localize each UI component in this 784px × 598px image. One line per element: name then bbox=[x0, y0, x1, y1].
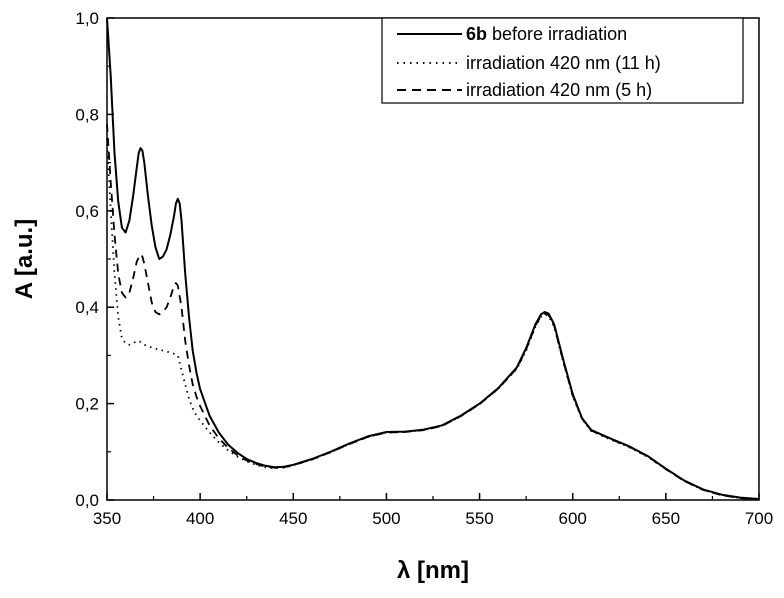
y-tick-label: 0,6 bbox=[75, 202, 99, 221]
series-line-dotted bbox=[106, 138, 760, 501]
legend-box bbox=[381, 17, 744, 104]
x-tick-label: 350 bbox=[93, 509, 121, 528]
x-tick-label: 650 bbox=[652, 509, 680, 528]
series-layer bbox=[106, 17, 760, 501]
x-tick-label: 400 bbox=[186, 509, 214, 528]
legend-entry-before-irradiation: 6b before irradiation bbox=[466, 24, 627, 44]
series-line-solid bbox=[106, 17, 760, 500]
y-tick-label: 1,0 bbox=[75, 9, 99, 28]
x-tick-label: 600 bbox=[559, 509, 587, 528]
x-tick-label: 700 bbox=[745, 509, 773, 528]
y-tick-label: 0,4 bbox=[75, 298, 99, 317]
y-tick-label: 0,8 bbox=[75, 105, 99, 124]
legend-entry-bold: 6b bbox=[466, 24, 487, 44]
x-axis-title: λ [nm] bbox=[397, 557, 469, 584]
x-tick-label: 550 bbox=[465, 509, 493, 528]
legend: 6b before irradiation irradiation 420 nm… bbox=[381, 17, 744, 104]
legend-entry-irradiation-5h: irradiation 420 nm (5 h) bbox=[466, 80, 652, 100]
y-tick-label: 0,2 bbox=[75, 395, 99, 414]
x-tick-label: 500 bbox=[372, 509, 400, 528]
y-axis-title: A [a.u.] bbox=[11, 219, 38, 299]
y-tick-label: 0,0 bbox=[75, 491, 99, 510]
x-tick-label: 450 bbox=[279, 509, 307, 528]
legend-entry-irradiation-11h: irradiation 420 nm (11 h) bbox=[466, 53, 661, 73]
legend-entry-rest: before irradiation bbox=[487, 24, 627, 44]
ticks-layer: 350 400 450 500 550 600 650 700 0,0 0,2 0,4 0,6 0,8 1… bbox=[75, 9, 773, 528]
series-line-dashed bbox=[106, 123, 760, 501]
